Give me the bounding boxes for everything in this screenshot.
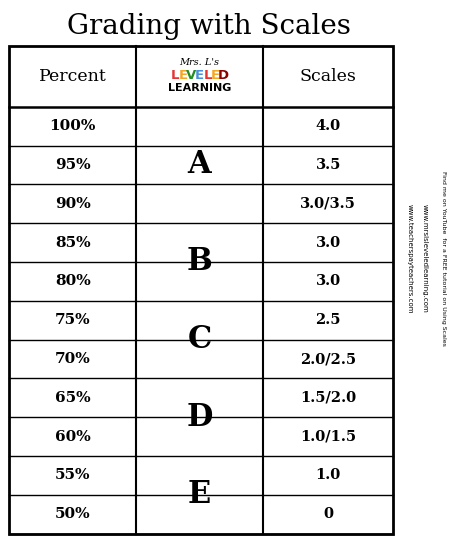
Text: D: D — [186, 402, 213, 433]
Text: E: E — [188, 479, 211, 510]
Text: 90%: 90% — [55, 197, 91, 211]
Text: 80%: 80% — [55, 274, 91, 288]
Text: LEARNING: LEARNING — [168, 83, 231, 93]
Text: 3.5: 3.5 — [316, 158, 341, 172]
Text: 75%: 75% — [55, 313, 91, 327]
Text: D: D — [218, 69, 229, 82]
Text: 65%: 65% — [55, 391, 91, 405]
Text: 2.5: 2.5 — [315, 313, 341, 327]
Text: Scales: Scales — [300, 68, 356, 85]
Text: 2.0/2.5: 2.0/2.5 — [300, 352, 356, 366]
Text: L: L — [203, 69, 212, 82]
Text: 85%: 85% — [55, 236, 91, 250]
Text: 95%: 95% — [55, 158, 91, 172]
Text: 1.0: 1.0 — [316, 468, 341, 482]
Text: 0: 0 — [323, 507, 333, 521]
Text: E: E — [179, 69, 188, 82]
Text: 1.5/2.0: 1.5/2.0 — [300, 391, 356, 405]
Text: Find me on YouTube  for a FREE tutorial on Using Scales: Find me on YouTube for a FREE tutorial o… — [441, 171, 446, 346]
Text: Grading with Scales: Grading with Scales — [67, 13, 350, 40]
Text: A: A — [188, 149, 211, 181]
Text: L: L — [171, 69, 180, 82]
Text: Percent: Percent — [39, 68, 107, 85]
Text: 70%: 70% — [55, 352, 91, 366]
Text: C: C — [187, 324, 212, 355]
Text: E: E — [195, 69, 204, 82]
Text: www.teacherspayteachers.com: www.teacherspayteachers.com — [407, 204, 412, 314]
Text: 4.0: 4.0 — [316, 119, 341, 133]
Text: 1.0/1.5: 1.0/1.5 — [300, 430, 356, 444]
Text: 55%: 55% — [55, 468, 91, 482]
Text: E: E — [211, 69, 220, 82]
Text: Mrs. L's: Mrs. L's — [180, 58, 219, 67]
Text: 100%: 100% — [50, 119, 96, 133]
Bar — [9, 46, 393, 534]
Text: 3.0/3.5: 3.0/3.5 — [300, 197, 356, 211]
Text: 3.0: 3.0 — [316, 236, 341, 250]
Text: 50%: 50% — [55, 507, 91, 521]
Text: 3.0: 3.0 — [316, 274, 341, 288]
Text: V: V — [186, 69, 197, 82]
Text: www.mrslsleveledlearning.com: www.mrslsleveledlearning.com — [421, 204, 427, 313]
Text: 60%: 60% — [55, 430, 91, 444]
Text: B: B — [187, 246, 212, 278]
